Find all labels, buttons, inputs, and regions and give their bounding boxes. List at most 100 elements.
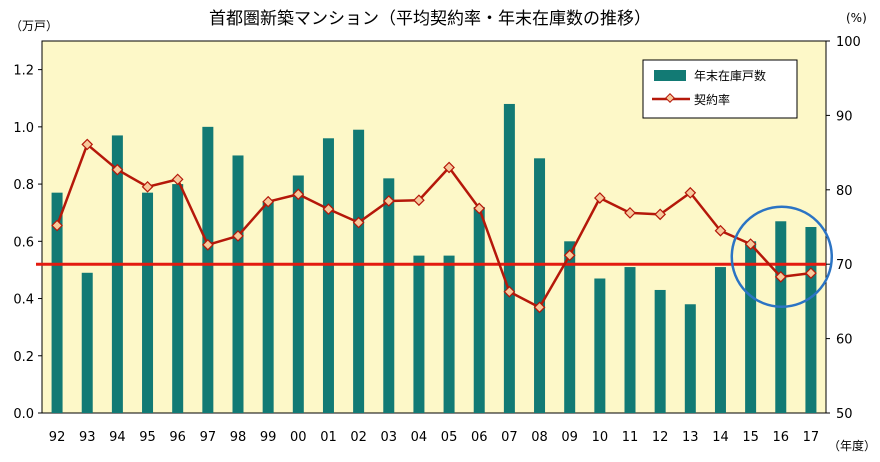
rate-point-12	[654, 208, 667, 221]
rate-point-14	[714, 224, 727, 237]
x-tick-label: 98	[230, 430, 247, 445]
rate-point-98	[232, 230, 244, 242]
x-tick-label: 96	[169, 430, 186, 445]
y-right-tick-label: 50	[836, 407, 853, 422]
rate-point-97	[201, 239, 214, 251]
x-tick-label: 03	[380, 430, 397, 445]
y-right-tick-label: 80	[836, 184, 853, 199]
bar-06	[473, 206, 485, 413]
rate-point-13	[684, 186, 697, 199]
rate-point-17	[805, 267, 817, 279]
y-left-tick-label: 0.0	[13, 407, 34, 422]
bar-94	[111, 135, 123, 413]
bar-96	[172, 184, 184, 413]
y-left-tick-label: 1.0	[13, 121, 34, 136]
bar-15	[745, 241, 757, 413]
y-left-tick-label: 0.6	[13, 235, 34, 250]
bar-17	[805, 227, 817, 413]
x-tick-label: 16	[772, 430, 789, 445]
legend-bar-label: 年末在庫戸数	[694, 68, 766, 83]
y-left-tick-label: 0.8	[13, 178, 34, 193]
x-tick-label: 99	[260, 430, 277, 445]
rate-point-00	[292, 188, 305, 201]
rate-point-05	[443, 161, 455, 174]
x-tick-label: 11	[622, 430, 639, 445]
legend: 年末在庫戸数 契約率	[642, 59, 798, 119]
x-axis-ticks: 92 93 94 95 96 97 98 99 00 01 02 03 04 05 06 07 08 09 10 11…	[49, 430, 819, 445]
bar-04	[413, 255, 425, 413]
bar-03	[383, 178, 395, 413]
x-tick-label: 17	[803, 430, 820, 445]
x-tick-label: 01	[320, 430, 337, 445]
y-right-axis-ticks: 50 60 70 80 90 100	[826, 35, 861, 422]
x-tick-label: 14	[712, 430, 729, 445]
bar-95	[142, 192, 154, 413]
rate-point-07	[503, 285, 516, 298]
x-tick-label: 12	[652, 430, 669, 445]
bar-98	[232, 155, 244, 413]
y-right-tick-label: 90	[836, 109, 853, 124]
bar-97	[202, 126, 214, 413]
rate-point-03	[382, 195, 395, 207]
x-tick-label: 08	[531, 430, 548, 445]
rate-point-96	[171, 173, 184, 186]
y-left-unit: （万戸）	[10, 19, 58, 33]
highlight-circle	[730, 205, 834, 309]
contract-rate-line	[55, 143, 812, 309]
chart-title: 首都圏新築マンション（平均契約率・年末在庫数の推移）	[209, 9, 651, 29]
bar-08	[534, 158, 546, 413]
y-left-axis-ticks: 0.0 0.2 0.4 0.6 0.8 1.0 1.2	[13, 64, 42, 422]
rate-point-10	[593, 192, 606, 204]
contract-rate-series	[51, 138, 817, 314]
rate-point-15	[744, 238, 757, 250]
bar-16	[775, 221, 787, 413]
rate-point-06	[473, 202, 486, 215]
bar-05	[443, 255, 455, 413]
bar-92	[51, 192, 63, 413]
y-right-tick-label: 70	[836, 258, 853, 273]
y-right-tick-label: 60	[836, 333, 853, 348]
rate-point-08	[533, 301, 546, 314]
x-tick-label: 95	[139, 430, 156, 445]
x-tick-label: 05	[441, 430, 458, 445]
rate-point-11	[624, 207, 636, 219]
rate-point-93	[81, 138, 94, 151]
bar-99	[262, 201, 274, 413]
x-tick-label: 00	[290, 430, 307, 445]
rate-point-16	[774, 270, 787, 283]
bar-09	[564, 241, 576, 413]
bar-93	[81, 272, 93, 413]
x-tick-label: 97	[200, 430, 217, 445]
x-tick-label: 09	[561, 430, 578, 445]
bar-07	[503, 103, 515, 413]
rate-point-09	[563, 249, 576, 262]
x-tick-label: 07	[501, 430, 518, 445]
bar-14	[714, 267, 726, 413]
legend-box	[642, 59, 798, 119]
x-tick-label: 06	[471, 430, 488, 445]
rate-point-95	[141, 180, 154, 193]
bar-10	[594, 278, 606, 413]
bar-12	[654, 289, 666, 413]
x-tick-label: 10	[592, 430, 609, 445]
y-left-tick-label: 0.2	[13, 350, 34, 365]
rate-point-99	[262, 195, 275, 208]
rate-point-02	[352, 216, 365, 229]
x-tick-label: 93	[79, 430, 96, 445]
x-unit: （年度）	[828, 438, 876, 453]
legend-line-marker	[665, 93, 675, 103]
bar-02	[353, 129, 365, 413]
x-tick-label: 13	[682, 430, 699, 445]
y-right-unit: (%)	[846, 11, 867, 25]
x-tick-label: 04	[411, 430, 428, 445]
x-tick-label: 92	[49, 430, 66, 445]
x-tick-label: 02	[350, 430, 367, 445]
rate-point-92	[51, 219, 63, 232]
bar-01	[322, 138, 334, 414]
rate-point-04	[413, 194, 425, 207]
y-right-tick-label: 100	[836, 35, 861, 50]
bar-11	[624, 267, 636, 413]
legend-line-label: 契約率	[694, 92, 730, 107]
rate-point-01	[322, 203, 335, 215]
